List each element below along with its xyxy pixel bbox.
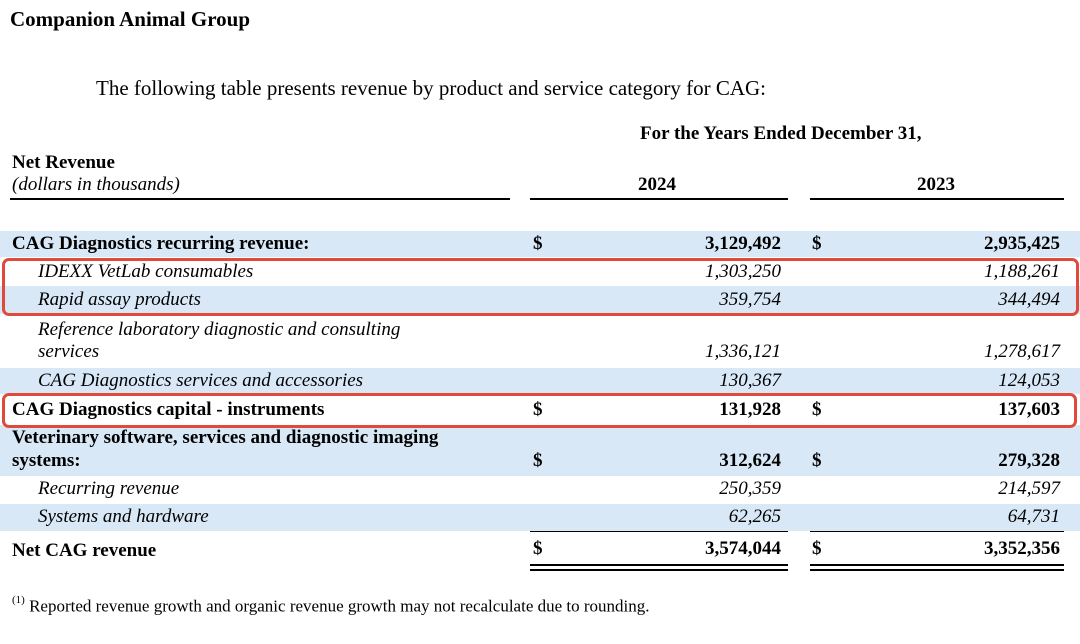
row-label-line2: services	[38, 341, 100, 362]
subtotal-rule-2023	[810, 531, 1064, 532]
currency-symbol: $	[533, 233, 543, 254]
footnote: (1) Reported revenue growth and organic …	[12, 594, 650, 617]
row-label-line2: systems:	[12, 450, 81, 471]
table-row: CAG Diagnostics recurring revenue: $ 3,1…	[0, 231, 1080, 257]
table-row-total: Net CAG revenue $ 3,574,044 $ 3,352,356	[0, 534, 1080, 564]
value-2024: 250,359	[719, 478, 781, 499]
currency-symbol: $	[533, 399, 543, 420]
header-underline-label	[10, 198, 510, 200]
table-row: Recurring revenue 250,359 214,597	[0, 476, 1080, 504]
value-2023: 344,494	[998, 289, 1060, 310]
row-label: CAG Diagnostics recurring revenue:	[12, 233, 310, 254]
value-2023: 3,352,356	[984, 538, 1060, 559]
value-2024: 359,754	[719, 289, 781, 310]
table-row: CAG Diagnostics capital - instruments $ …	[0, 396, 1080, 424]
total-double-rule-2024-a	[530, 564, 788, 566]
section-title: Companion Animal Group	[10, 7, 251, 31]
value-2024: 62,265	[728, 506, 781, 527]
row-label: Rapid assay products	[38, 289, 201, 310]
row-label: Net CAG revenue	[12, 540, 157, 561]
row-label-line1: Veterinary software, services and diagno…	[12, 427, 439, 448]
row-label: IDEXX VetLab consumables	[38, 261, 254, 282]
row-label: Recurring revenue	[38, 478, 180, 499]
value-2023: 214,597	[998, 478, 1060, 499]
highlight-box-consumables	[2, 258, 1079, 316]
value-2024: 3,129,492	[705, 233, 781, 254]
value-2023: 64,731	[1007, 506, 1060, 527]
period-header: For the Years Ended December 31,	[640, 123, 922, 144]
row-label: CAG Diagnostics services and accessories	[38, 370, 364, 391]
value-2024: 1,336,121	[705, 341, 781, 362]
table-row: Systems and hardware 62,265 64,731	[0, 504, 1080, 531]
value-2023: 1,188,261	[984, 261, 1060, 282]
total-double-rule-2023-a	[810, 564, 1064, 566]
value-2024: 131,928	[719, 399, 781, 420]
currency-symbol: $	[812, 233, 822, 254]
year-2024-header: 2024	[638, 174, 676, 195]
table-row: Rapid assay products 359,754 344,494	[0, 286, 1080, 314]
row-label: CAG Diagnostics capital - instruments	[12, 399, 325, 420]
value-2023: 124,053	[998, 370, 1060, 391]
row-label: Systems and hardware	[38, 506, 209, 527]
value-2024: 312,624	[719, 450, 781, 471]
value-2023: 137,603	[998, 399, 1060, 420]
highlight-box-instruments	[2, 393, 1077, 428]
year-2023-header: 2023	[917, 174, 955, 195]
currency-symbol: $	[533, 538, 543, 559]
value-2024: 3,574,044	[705, 538, 781, 559]
footnote-marker: (1)	[12, 594, 25, 606]
header-underline-2023	[810, 198, 1064, 200]
intro-text: The following table presents revenue by …	[96, 76, 767, 100]
table-row: CAG Diagnostics services and accessories…	[0, 368, 1080, 394]
units-label: (dollars in thousands)	[12, 174, 180, 195]
value-2023: 2,935,425	[984, 233, 1060, 254]
total-double-rule-2024-b	[530, 569, 788, 571]
total-double-rule-2023-b	[810, 569, 1064, 571]
header-underline-2024	[530, 198, 788, 200]
subtotal-rule-2024	[530, 531, 788, 532]
value-2023: 279,328	[998, 450, 1060, 471]
currency-symbol: $	[812, 450, 822, 471]
footnote-text: Reported revenue growth and organic reve…	[29, 596, 650, 616]
currency-symbol: $	[533, 450, 543, 471]
table-row: Reference laboratory diagnostic and cons…	[0, 316, 1080, 368]
net-revenue-label: Net Revenue	[12, 152, 115, 173]
table-row: Veterinary software, services and diagno…	[0, 425, 1080, 476]
value-2024: 1,303,250	[705, 261, 781, 282]
table-row: IDEXX VetLab consumables 1,303,250 1,188…	[0, 258, 1080, 286]
currency-symbol: $	[812, 399, 822, 420]
value-2023: 1,278,617	[984, 341, 1060, 362]
currency-symbol: $	[812, 538, 822, 559]
value-2024: 130,367	[719, 370, 781, 391]
row-label-line1: Reference laboratory diagnostic and cons…	[38, 319, 401, 340]
